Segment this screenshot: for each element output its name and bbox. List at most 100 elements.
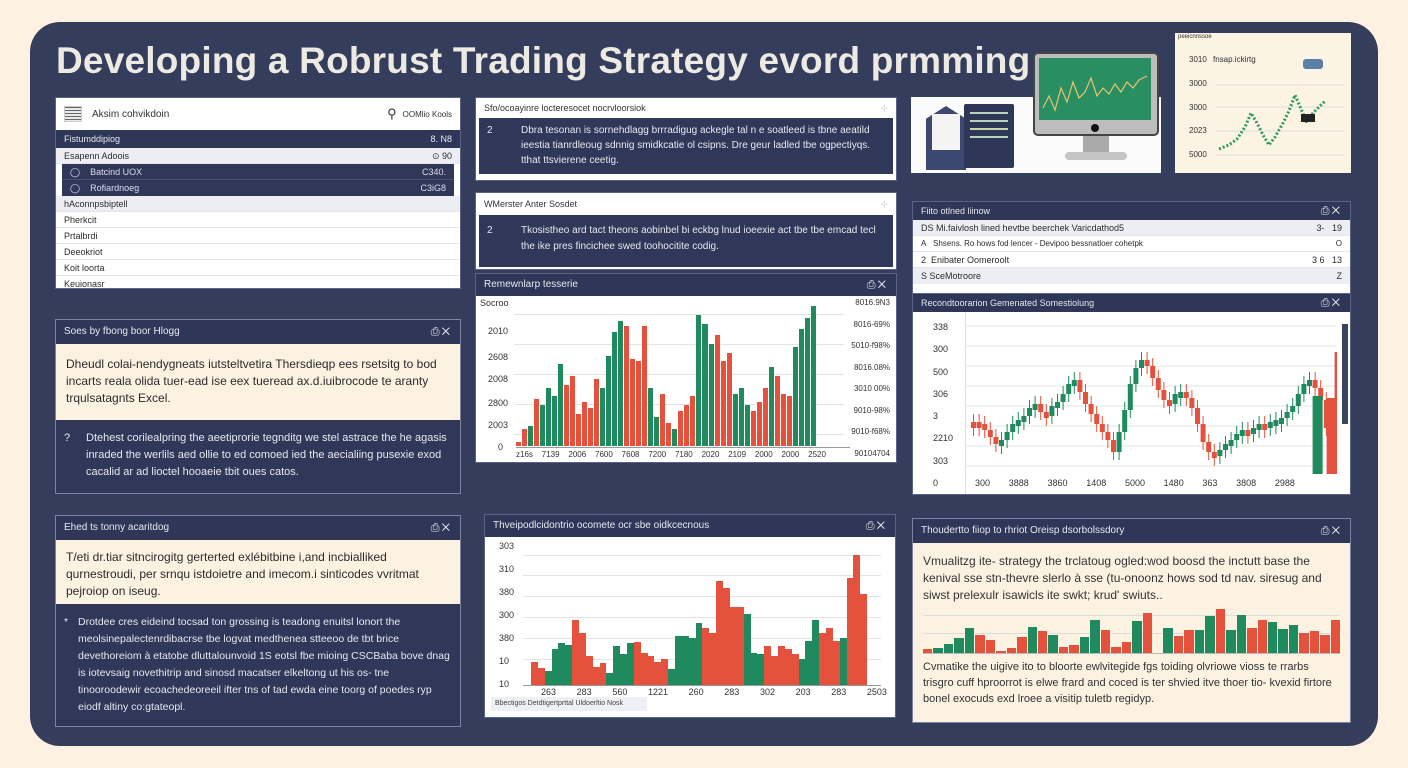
backtest-notes-panel: Ehed ts tonny acaritdog ⎙✕ T/eti dr.tiar… [55,515,461,727]
print-icon[interactable]: ⎙ [865,520,877,532]
scrollbar[interactable] [1342,324,1348,424]
list-item[interactable]: Prtalbrdi [56,228,460,244]
pin-icon[interactable]: ⊹ [880,103,888,113]
bar [839,638,847,685]
menu-icon[interactable] [64,106,82,122]
bar [552,396,558,446]
chart-footer: Bbectigos Detdtigertprttal Uldoerltio No… [491,697,647,711]
strategy-notes-panel: Soes by fbong boor Hlogg ⎙✕ Dheudl colai… [55,319,461,494]
table-row[interactable]: DS Mi.faivlosh lined hevtbe beerchek Var… [913,220,1350,236]
bar [666,422,672,446]
bar [798,659,806,685]
page-title: Developing a Robrust Trading Strategy ev… [56,40,1031,81]
bar [985,639,996,653]
bar [750,652,758,685]
bar [1069,645,1079,653]
bar [774,376,780,446]
toggle-icon[interactable] [1303,59,1323,69]
info-card-1: Sfo/ocoayinre locteresocet nocrvloorsiok… [475,97,897,181]
bar-chart: Socroo 2010 2608 2008 2800 2003 0 z16s 71… [480,298,890,459]
bar [1215,609,1226,653]
search-label[interactable]: OOMlio Kools [402,109,452,119]
bar [565,644,573,685]
close-icon[interactable]: ✕ [441,522,452,534]
bar [654,416,660,446]
bar [757,653,765,685]
bar [786,396,792,446]
bar [729,607,737,685]
mini-price-chart: peeicnnssoe fnsap.ickirtg 3010 3000 3000 20… [1175,33,1351,173]
bar [647,656,655,685]
chart-titlebar: Remewnlarp tesserie ⎙✕ [476,274,896,296]
strategy-document-icon [926,100,1014,170]
list-item[interactable]: Pherkcit [56,212,460,228]
bar [1226,630,1236,653]
table-row[interactable]: A Shsens. Ro hows fod lencer - Devipoo b… [913,236,1350,252]
bar [572,620,580,685]
bar [636,361,642,446]
section-bar[interactable]: Fistumddipiog 8. N8 [56,130,460,148]
trading-monitor-icon [1033,52,1159,164]
info-card-2: WMerster Anter Sosdet ⊹ 2 Tkosistheo ard… [475,192,897,270]
bar [594,378,600,446]
bar [1299,632,1309,653]
bar [792,346,798,446]
bar [804,317,810,446]
bar [660,393,666,446]
bar [1142,612,1152,653]
bar [606,673,614,685]
bar [570,376,576,446]
card-body: 2 Dbra tesonan is sornehdlagg brrradigug… [479,118,893,174]
circle-icon: ◯ [70,167,81,177]
search-icon[interactable]: ⚲ [387,106,397,121]
bar [695,622,703,685]
list-item-selected[interactable]: ◯ Rofiardnoeg C3iG8 [70,183,446,193]
bar [1017,637,1027,653]
bar [1048,635,1058,653]
table-row[interactable]: 2 Enibater Oomeroolt 3 6 13 [913,252,1350,268]
bar [688,638,696,685]
bar [784,648,792,685]
bar [576,413,582,446]
bar [1320,635,1330,653]
bar [516,441,522,446]
bar [975,634,985,653]
print-icon[interactable]: ⎙ [1320,525,1332,537]
list-item-selected[interactable]: ◯ Batcind UOX C340. [62,164,454,180]
bar [1247,628,1257,653]
group-row[interactable]: Esapenn Adoois ⊙ 90 [56,148,460,164]
bar [812,620,820,685]
bar [819,633,826,685]
bar [768,367,774,446]
selected-items: ◯ Batcind UOX C340. ◯ Rofiardnoeg C3iG8 [62,164,454,196]
bar [600,387,606,446]
table-row[interactable]: S SceMotroore Z [913,268,1350,284]
print-icon[interactable]: ⎙ [430,522,442,534]
bar [613,646,621,685]
list-item[interactable]: Koit loorta [56,260,460,276]
print-icon[interactable]: ⎙ [1320,205,1332,217]
bar [954,638,964,653]
close-icon[interactable]: ✕ [1331,525,1342,537]
print-icon[interactable]: ⎙ [1320,297,1332,309]
bar [744,405,750,446]
close-icon[interactable]: ✕ [877,279,888,291]
close-icon[interactable]: ✕ [876,520,887,532]
close-icon[interactable]: ✕ [441,326,452,338]
print-icon[interactable]: ⎙ [430,326,442,338]
print-icon[interactable]: ⎙ [866,279,878,291]
bar [696,314,702,446]
bar [546,387,552,446]
close-icon[interactable]: ✕ [1331,297,1342,309]
close-icon[interactable]: ✕ [1331,205,1342,217]
bar [702,323,708,446]
bar [923,648,933,653]
panel-titlebar: Fiito otlned liinow ⎙✕ [913,202,1350,220]
notes-cream-block: T/eti dr.tiar sitncirogitg gerterted exl… [56,540,460,604]
volume-chart-panel: Remewnlarp tesserie ⎙✕ Socroo 2010 2608 … [475,273,897,463]
pin-icon[interactable]: ⊹ [880,199,888,209]
bar [1173,636,1184,653]
bar [805,640,813,685]
list-item[interactable]: Keuionasr [64,279,105,289]
list-item[interactable]: Deeokriot [56,244,460,260]
